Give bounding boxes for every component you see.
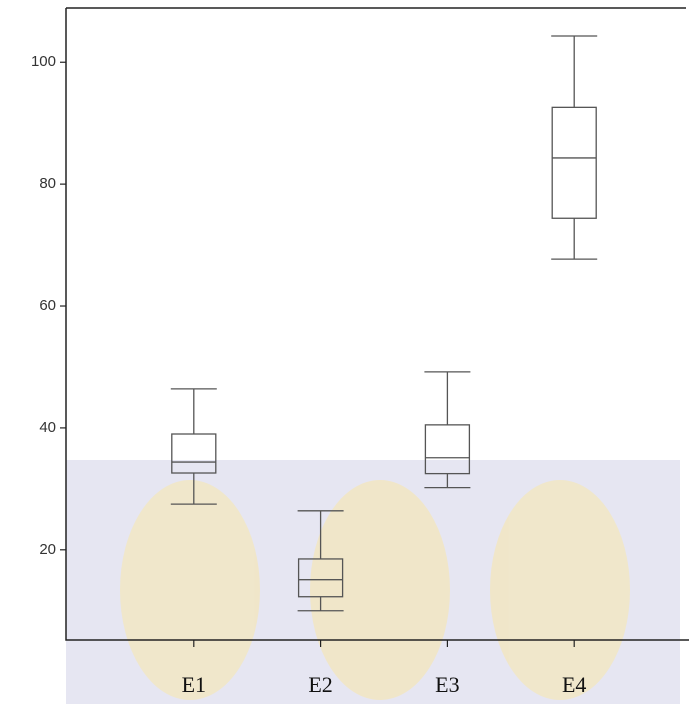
page: {"chart_data": {"type": "box", "categori… <box>0 0 689 704</box>
y-tick-label: 80 <box>39 175 56 192</box>
box <box>552 107 596 218</box>
x-tick-label: E1 <box>182 672 206 697</box>
y-tick-label: 60 <box>39 297 56 314</box>
x-tick-label: E3 <box>435 672 459 697</box>
y-tick-label: 40 <box>39 419 56 436</box>
y-tick-label: 20 <box>39 541 56 558</box>
y-tick-label: 100 <box>31 53 56 70</box>
watermark-leaves <box>120 480 630 700</box>
x-tick-label: E4 <box>562 672 586 697</box>
x-tick-label: E2 <box>308 672 332 697</box>
chart: 20 40 60 80 100 E1 E2 E3 E4 <box>0 0 689 704</box>
